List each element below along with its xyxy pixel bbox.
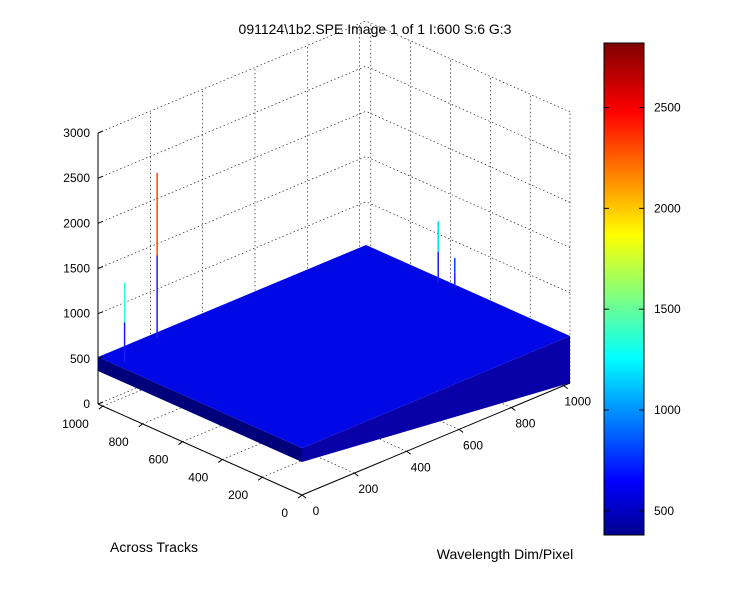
z-tick-label: 1000 [63,307,90,321]
z-tick-mark [97,311,104,315]
grid-line [365,20,571,113]
y-tick-label: 1000 [62,417,89,431]
x-tick-mark [511,407,516,411]
grid-line [365,65,571,158]
y-tick-mark [257,476,263,481]
x-tick-label: 600 [463,438,483,452]
x-tick-label: 200 [358,482,378,496]
surface-front-face [302,336,570,462]
y-tick-mark [98,405,104,410]
grid-line [365,156,571,248]
surface [98,245,570,462]
grid-line [97,20,367,134]
y-tick-label: 200 [228,488,248,502]
y-axis-label: Across Tracks [110,539,198,555]
z-tick-label: 2000 [63,216,90,230]
grid-line [97,201,367,314]
z-tick-label: 0 [83,397,90,411]
z-tick-mark [97,266,104,269]
colorbar-tick-label: 2000 [654,201,681,215]
x-tick-mark [563,385,569,390]
x-tick-label: 400 [411,460,431,474]
x-tick-mark [406,450,411,455]
z-tick-label: 1500 [63,262,90,276]
x-axis-line [301,382,571,496]
surface-top [98,245,570,448]
z-tick-label: 500 [70,352,90,366]
z-tick-mark [97,356,104,360]
z-tick-mark [97,175,104,179]
x-tick-label: 1000 [564,395,591,409]
x-tick-mark [458,428,464,433]
z-tick-label: 2500 [63,171,90,185]
z-tick-mark [97,220,104,224]
colorbar-tick-label: 1500 [654,302,681,316]
z-tick-mark [97,130,104,134]
x-tick-label: 0 [313,504,320,518]
grid-line [97,156,367,269]
z-tick-mark [97,401,104,405]
y-tick-mark [178,441,183,446]
grid-line [365,201,571,293]
colorbar-ticks: 500 1000 1500 2000 2500 [604,101,681,518]
y-tick-mark [218,459,223,463]
y-tick-label: 600 [148,453,168,467]
x-tick-label: 800 [515,417,535,431]
colorbar: 500 1000 1500 2000 2500 [603,42,681,536]
spikes [123,172,456,363]
colorbar-gradient [603,42,645,536]
surface-side-face [98,357,302,462]
tick-labels: 0 200 400 600 800 1000 0 200 400 600 800 1000 0 500 10… [62,126,591,520]
y-tick-label: 400 [188,470,208,484]
x-tick-mark [301,494,307,499]
colorbar-tick-label: 2500 [654,101,681,115]
grid-line [365,111,571,203]
colorbar-tick-label: 500 [654,504,674,518]
z-tick-label: 3000 [63,126,90,140]
grid-line [97,111,367,224]
y-tick-label: 800 [109,435,129,449]
y-tick-label: 0 [281,506,288,520]
x-axis-label: Wavelength Dim/Pixel [437,546,573,562]
y-tick-mark [138,423,143,428]
axes-3d: 0 200 400 600 800 1000 0 200 400 600 800 1000 0 500 10… [62,20,591,520]
grid-line [150,381,355,474]
y-axis-line [97,403,303,496]
y-tick-mark [297,494,303,499]
colorbar-tick-label: 1000 [654,403,681,417]
x-tick-mark [354,472,359,477]
grid-line [97,65,367,179]
chart-title: 091124\1b2.SPE Image 1 of 1 I:600 S:6 G:… [239,21,512,37]
